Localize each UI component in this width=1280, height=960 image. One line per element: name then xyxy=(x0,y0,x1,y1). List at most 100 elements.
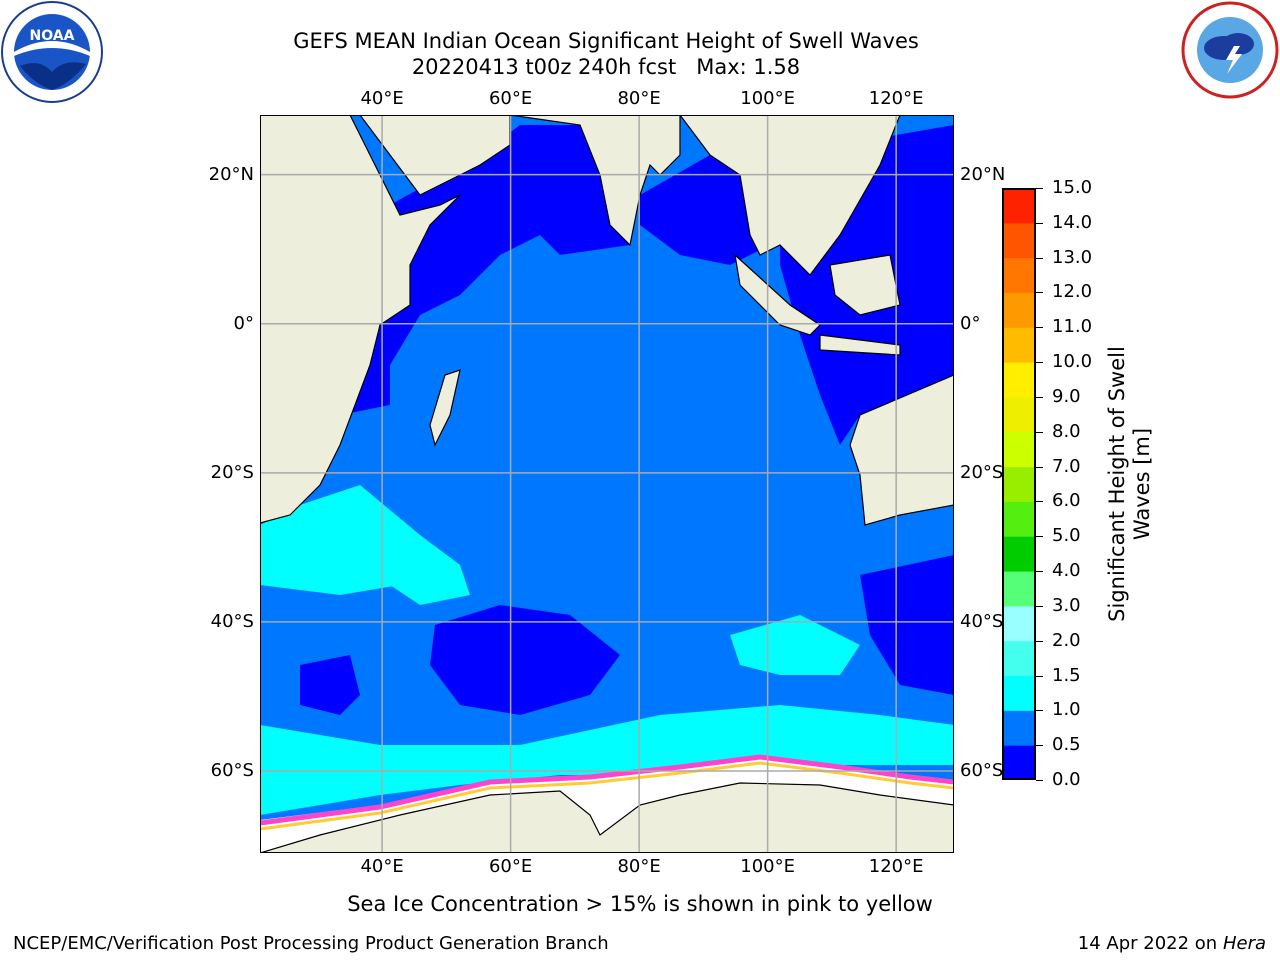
colorbar-tick-label: 14.0 xyxy=(1052,211,1093,233)
lat-tick-right: 60°S xyxy=(960,760,1004,781)
svg-text:NOAA: NOAA xyxy=(30,28,75,44)
colorbar-tick-mark xyxy=(1036,188,1043,189)
colorbar-tick-label: 0.5 xyxy=(1052,734,1081,756)
colorbar-band xyxy=(1002,571,1036,607)
map-area xyxy=(259,114,955,854)
australia-land xyxy=(849,374,954,526)
gridlines xyxy=(260,115,954,853)
colorbar-tick-mark xyxy=(1036,780,1043,781)
footer-date-text: 14 Apr 2022 on xyxy=(1077,933,1218,954)
borneo-land xyxy=(829,254,901,316)
colorbar-tick-mark xyxy=(1036,362,1043,364)
colorbar xyxy=(1002,188,1036,781)
colorbar-tick-label: 6.0 xyxy=(1052,490,1081,512)
colorbar-band xyxy=(1002,222,1036,259)
lon-tick-bottom: 100°E xyxy=(740,856,795,877)
colorbar-band xyxy=(1002,292,1036,328)
colorbar-band xyxy=(1002,640,1036,677)
southern-high-swell-patch xyxy=(730,615,860,675)
southern-low-swell-patch-3 xyxy=(860,555,954,695)
colorbar-tick-mark xyxy=(1036,396,1043,398)
sea-ice-edge-yellow xyxy=(260,761,954,831)
colorbar-tick-mark xyxy=(1036,292,1043,294)
colorbar-tick-mark xyxy=(1036,640,1043,642)
colorbar-band xyxy=(1002,745,1036,781)
lat-tick-right: 0° xyxy=(960,312,981,334)
lat-tick-right: 40°S xyxy=(960,610,1004,632)
lon-tick-top: 120°E xyxy=(868,88,924,109)
colorbar-tick-label: 7.0 xyxy=(1052,455,1081,477)
lon-tick-top: 100°E xyxy=(740,88,795,109)
colorbar-tick-label: 10.0 xyxy=(1052,351,1093,373)
colorbar-tick-mark xyxy=(1036,571,1043,573)
java-land xyxy=(819,334,901,356)
north-indian-low-swell xyxy=(320,125,630,415)
colorbar-band xyxy=(1002,605,1036,642)
colorbar-tick-mark xyxy=(1036,605,1043,607)
colorbar-band xyxy=(1002,466,1036,502)
colorbar-tick-label: 3.0 xyxy=(1052,594,1081,616)
lon-tick-bottom: 60°E xyxy=(488,856,533,877)
sumatra-land xyxy=(734,253,821,336)
colorbar-tick-label: 2.0 xyxy=(1052,629,1081,651)
colorbar-band xyxy=(1002,257,1036,293)
colorbar-tick-label: 4.0 xyxy=(1052,560,1081,582)
colorbar-tick-label: 12.0 xyxy=(1052,281,1093,303)
colorbar-tick-mark xyxy=(1036,466,1043,468)
colorbar-tick-mark xyxy=(1036,222,1043,224)
colorbar-label: Significant Height of Swell Waves [m] xyxy=(1105,346,1154,622)
noaa-logo: NOAA xyxy=(0,0,104,104)
colorbar-tick-label: 13.0 xyxy=(1052,246,1093,268)
colorbar-tick-mark xyxy=(1036,327,1043,329)
lon-tick-bottom: 120°E xyxy=(868,856,924,877)
southern-low-swell-patch-1 xyxy=(430,605,620,715)
southern-high-swell-patch-2 xyxy=(390,555,470,605)
colorbar-tick-mark xyxy=(1036,745,1043,747)
colorbar-tick-label: 1.0 xyxy=(1052,699,1081,721)
colorbar-band xyxy=(1002,675,1036,711)
india-land xyxy=(509,115,681,247)
colorbar-tick-mark xyxy=(1036,675,1043,677)
colorbar-band xyxy=(1002,536,1036,572)
chart-title-line1: GEFS MEAN Indian Ocean Significant Heigh… xyxy=(293,29,919,53)
colorbar-tick-mark xyxy=(1036,536,1043,538)
colorbar-band xyxy=(1002,396,1036,433)
footer-date: 14 Apr 2022 on Hera xyxy=(1078,933,1266,955)
swell-height-map xyxy=(259,114,955,854)
southern-high-swell-band-2 xyxy=(260,705,954,815)
colorbar-frame xyxy=(1002,188,1036,780)
lat-tick-left: 20°N xyxy=(208,163,254,185)
colorbar-tick-mark xyxy=(1036,431,1043,433)
colorbar-tick-mark xyxy=(1036,710,1043,712)
nws-logo xyxy=(1180,0,1280,100)
lat-tick-right: 20°S xyxy=(960,461,1004,483)
colorbar-tick-label: 15.0 xyxy=(1052,177,1093,198)
colorbar-band xyxy=(1002,431,1036,468)
madagascar-land xyxy=(429,369,461,447)
chart-title-line2: 20220413 t00z 240h fcst Max: 1.58 xyxy=(411,55,801,79)
colorbar-band xyxy=(1002,327,1036,363)
lon-tick-bottom: 40°E xyxy=(360,856,404,877)
colorbar-tick-label: 5.0 xyxy=(1052,525,1081,547)
sea-ice-caption: Sea Ice Concentration > 15% is shown in … xyxy=(347,892,933,916)
lon-tick-top: 80°E xyxy=(617,88,661,109)
lat-tick-right: 20°N xyxy=(960,163,1006,185)
colorbar-tick-mark xyxy=(1036,501,1043,503)
colorbar-tick-label: 0.0 xyxy=(1052,769,1081,790)
colorbar-tick-label: 1.5 xyxy=(1052,664,1081,686)
lat-tick-left: 20°S xyxy=(210,461,254,483)
footer-host: Hera xyxy=(1222,933,1266,954)
colorbar-band xyxy=(1002,188,1036,224)
colorbar-tick-label: 11.0 xyxy=(1052,316,1093,338)
sea-ice-edge-pink xyxy=(260,754,954,826)
africa-land xyxy=(260,115,461,524)
footer-credit: NCEP/EMC/Verification Post Processing Pr… xyxy=(13,933,609,954)
colorbar-tick-label: 9.0 xyxy=(1052,385,1081,407)
lat-tick-left: 0° xyxy=(233,312,254,334)
lon-tick-top: 40°E xyxy=(360,88,404,109)
colorbar-band xyxy=(1002,362,1036,398)
lon-tick-bottom: 80°E xyxy=(617,856,661,877)
lat-tick-left: 60°S xyxy=(210,760,254,781)
southeast-asia-land xyxy=(679,115,901,276)
lon-tick-top: 60°E xyxy=(488,88,533,109)
